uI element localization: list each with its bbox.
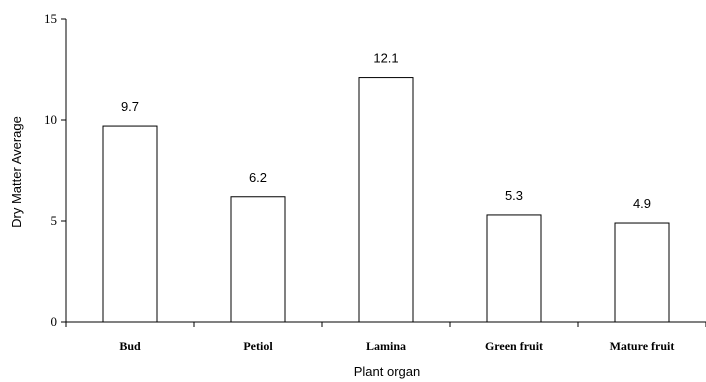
y-tick-label: 10 xyxy=(44,112,57,127)
y-tick-label: 15 xyxy=(44,11,57,26)
x-tick-label: Green fruit xyxy=(485,339,543,353)
data-label: 4.9 xyxy=(633,196,651,211)
y-tick-label: 5 xyxy=(51,213,58,228)
plot-area: 0 5 10 15 9.7 Bud 6.2 Petiol 12.1 Lamina 5.3 Green … xyxy=(44,11,706,353)
data-label: 12.1 xyxy=(373,51,398,66)
bar-green-fruit xyxy=(486,214,542,323)
data-label: 6.2 xyxy=(249,170,267,185)
x-tick-label: Petiol xyxy=(243,339,273,353)
x-tick-label: Mature fruit xyxy=(610,339,675,353)
y-tick-label: 0 xyxy=(51,314,58,329)
x-tick-label: Lamina xyxy=(366,339,406,353)
x-tick-label: Bud xyxy=(119,339,141,353)
bar-petiol xyxy=(230,196,286,323)
data-label: 5.3 xyxy=(505,188,523,203)
bar-lamina xyxy=(358,77,414,323)
y-axis-title: Dry Matter Average xyxy=(9,116,24,228)
x-axis-title: Plant organ xyxy=(354,364,421,379)
data-label: 9.7 xyxy=(121,99,139,114)
bar-mature-fruit xyxy=(614,222,670,323)
bar-bud xyxy=(102,125,158,323)
